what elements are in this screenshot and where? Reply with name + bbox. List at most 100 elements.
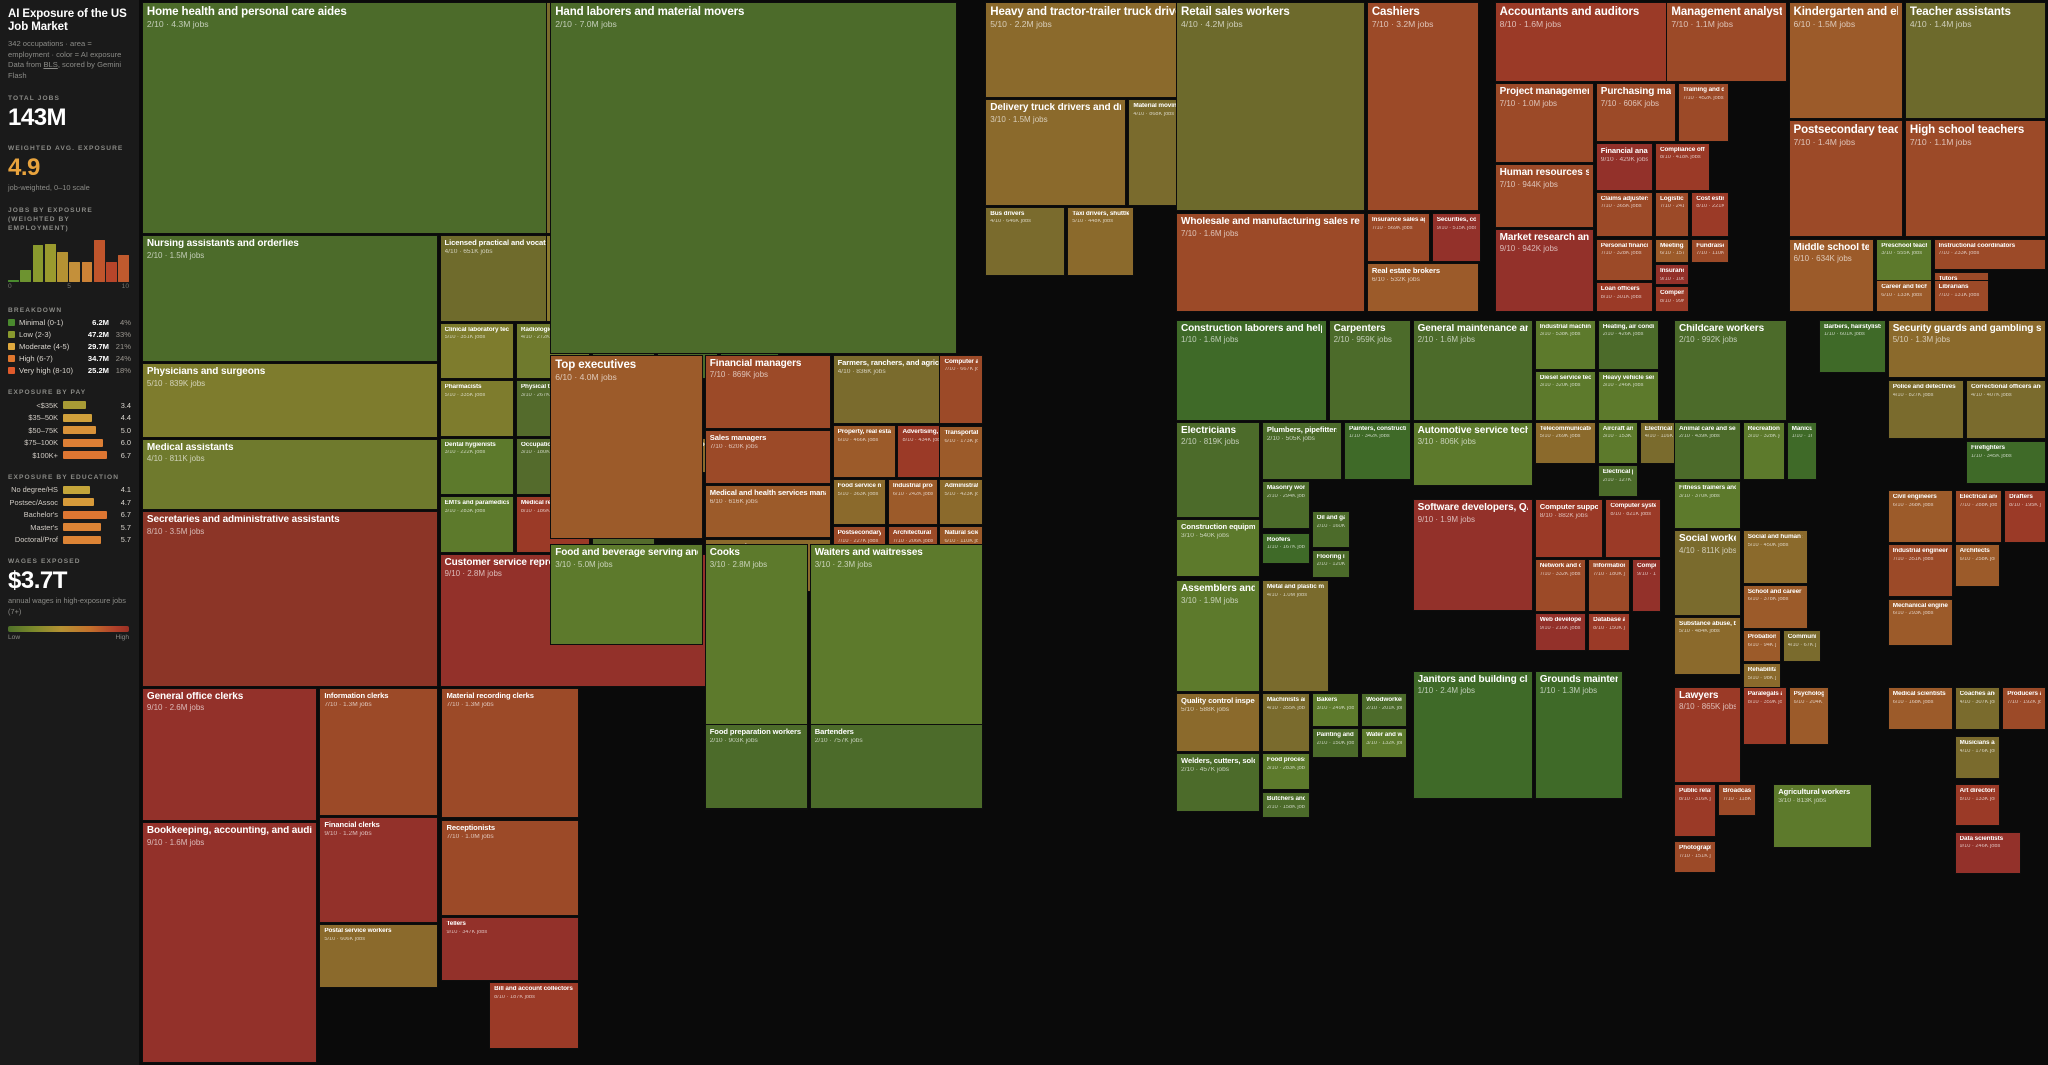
treemap-cell[interactable]: General maintenance and repair workers 2/… — [1412, 319, 1533, 421]
treemap-cell[interactable]: Correctional officers and bailiffs4/10 ·… — [1965, 380, 2047, 439]
treemap-cell[interactable]: Bakers 3/10 · 249K jobs — [1311, 693, 1360, 728]
treemap-cell[interactable]: Photographers 7/10 · 151K jobs — [1674, 841, 1716, 874]
treemap-cell[interactable]: Property, real estate managers 6/10 · 466… — [832, 424, 896, 479]
treemap-cell[interactable]: Real estate brokers 6/10 · 532K jobs — [1366, 263, 1480, 313]
treemap-cell[interactable]: Project management specialists7/10 · 1.0… — [1494, 83, 1594, 163]
treemap-cell[interactable]: Computer systems analysts 8/10 · 821K job… — [1605, 499, 1661, 559]
treemap-cell[interactable]: Receptionists 7/10 · 1.0M jobs — [441, 820, 579, 916]
treemap-cell[interactable]: Animal care and service workers 2/10 · 43… — [1674, 421, 1741, 481]
treemap-cell[interactable]: Water and wastewater treatment operators… — [1361, 728, 1407, 759]
treemap-cell[interactable]: Medical scientists 6/10 · 168K jobs — [1887, 686, 1953, 730]
treemap-cell[interactable]: Physicians and surgeons 5/10 · 839K jobs — [141, 363, 438, 438]
treemap-cell[interactable]: Coaches and scouts 4/10 · 307K jobs — [1954, 686, 2001, 730]
treemap-cell[interactable]: Training and development specialists7/10… — [1677, 83, 1730, 142]
treemap-cell[interactable]: Construction laborers and helpers 1/10 · … — [1176, 319, 1327, 421]
treemap-cell[interactable]: Insurance underwriters9/10 · 106K jobs — [1654, 264, 1690, 286]
bls-link[interactable]: BLS — [43, 60, 58, 69]
treemap-cell[interactable]: Fundraisers 7/10 · 110K jobs — [1691, 238, 1730, 264]
treemap-cell[interactable]: Postal service workers 5/10 · 606K jobs — [319, 924, 438, 989]
treemap-cell[interactable]: Agricultural workers 3/10 · 813K jobs — [1773, 783, 1873, 848]
treemap-cell[interactable]: Administrative services managers5/10 · 4… — [939, 479, 984, 526]
treemap-cell[interactable]: Security guards and gambling surveillanc… — [1887, 319, 2047, 379]
treemap-cell[interactable]: Welders, cutters, solderers and brazers2… — [1176, 752, 1260, 812]
treemap-cell[interactable]: Medical and health services managers6/10… — [704, 484, 831, 538]
treemap-cell[interactable]: Human resources specialists 7/10 · 944K j… — [1494, 164, 1594, 228]
treemap-cell[interactable]: Woodworkers 2/10 · 201K jobs — [1361, 693, 1407, 728]
treemap-cell[interactable]: Painters, construction and maintenance 1/… — [1343, 421, 1411, 481]
treemap-cell[interactable]: Logisticians 7/10 · 241K jobs — [1654, 191, 1690, 238]
treemap-cell[interactable]: Web developers and digital designers 9/10… — [1534, 613, 1587, 651]
treemap-cell[interactable]: Financial managers 7/10 · 869K jobs — [704, 354, 831, 430]
treemap-cell[interactable]: Heavy and tractor-trailer truck drivers 5… — [985, 2, 1199, 98]
treemap-cell[interactable]: Plumbers, pipefitters and steamfitters2/… — [1261, 421, 1343, 481]
treemap-cell[interactable]: Masonry workers 2/10 · 294K jobs — [1261, 481, 1310, 530]
treemap-cell[interactable]: Paralegals and legal assistants 8/10 · 35… — [1742, 686, 1787, 746]
treemap-cell[interactable]: Electrical power-line installers 2/10 · 1… — [1597, 465, 1638, 498]
treemap-cell[interactable]: Lawyers 8/10 · 865K jobs — [1674, 686, 1741, 783]
treemap-cell[interactable]: Data scientists 9/10 · 246K jobs — [1954, 831, 2022, 875]
treemap-cell[interactable]: Painting and coating workers 2/10 · 150K … — [1311, 728, 1360, 759]
treemap-cell[interactable]: Recreation workers 3/10 · 328K jobs — [1742, 421, 1785, 481]
treemap-cell[interactable]: Police and detectives 4/10 · 827K jobs — [1887, 380, 1965, 439]
treemap-cell[interactable]: Drafters 8/10 · 195K jobs — [2004, 489, 2047, 544]
treemap-cell[interactable]: Food preparation workers 2/10 · 903K jobs — [704, 724, 808, 810]
treemap-cell[interactable]: Management analysts 7/10 · 1.1M jobs — [1666, 2, 1787, 82]
treemap-cell[interactable]: Compensation and benefits analysts 8/10 ·… — [1654, 286, 1690, 313]
treemap-cell[interactable]: Social and human service assistants 5/10 … — [1742, 530, 1808, 584]
treemap-cell[interactable]: Construction equipment operators3/10 · 5… — [1176, 518, 1260, 578]
treemap-cell[interactable]: Loan officers 8/10 · 301K jobs — [1595, 282, 1654, 313]
treemap-cell[interactable]: Manicurists and pedicurists 1/10 · 160K j… — [1786, 421, 1818, 481]
treemap-cell[interactable]: Claims adjusters, appraisers 7/10 · 365K … — [1595, 191, 1654, 238]
treemap-cell[interactable]: Transportation managers 6/10 · 173K jobs — [939, 426, 984, 479]
treemap-cell[interactable]: Kindergarten and elementary school teach… — [1788, 2, 1903, 120]
treemap-cell[interactable]: Art directors 8/10 · 133K jobs — [1954, 783, 2001, 827]
treemap-cell[interactable]: Material recording clerks 7/10 · 1.3M job… — [441, 687, 579, 818]
treemap-cell[interactable]: Diesel service technicians 3/10 · 320K jo… — [1534, 370, 1596, 421]
treemap-cell[interactable]: Retail sales workers 4/10 · 4.2M jobs — [1176, 2, 1365, 211]
treemap-cell[interactable]: Instructional coordinators 7/10 · 233K jo… — [1933, 238, 2047, 271]
treemap-cell[interactable]: Computer and information systems manager… — [939, 354, 984, 424]
treemap-cell[interactable]: Carpenters 2/10 · 959K jobs — [1328, 319, 1411, 421]
treemap-cell[interactable]: Automotive service technicians and mecha… — [1412, 421, 1533, 486]
treemap-cell[interactable]: Machinists and tool and die makers 4/10 ·… — [1261, 693, 1310, 752]
treemap-cell[interactable]: Electrical and electronics engineers 7/10… — [1954, 489, 2003, 544]
treemap-cell[interactable]: EMTs and paramedics 3/10 · 283K jobs — [439, 496, 514, 553]
treemap-cell[interactable]: Computer support specialists8/10 · 882K … — [1534, 499, 1604, 559]
treemap-cell[interactable]: Metal and plastic machine workers 4/10 · … — [1261, 580, 1329, 693]
treemap-cell[interactable]: Middle school teachers 6/10 · 634K jobs — [1788, 238, 1875, 313]
treemap-cell[interactable]: Janitors and building cleaners 1/10 · 2.4… — [1412, 670, 1533, 799]
treemap-cell[interactable]: Sales managers 7/10 · 620K jobs — [704, 430, 831, 484]
treemap-cell[interactable]: Bus drivers 4/10 · 646K jobs — [985, 206, 1066, 276]
treemap-cell[interactable]: Accountants and auditors 8/10 · 1.6M jobs — [1494, 2, 1675, 82]
treemap-cell[interactable]: Community health workers 4/10 · 67K jobs — [1782, 630, 1821, 663]
treemap-cell[interactable]: School and career counselors 6/10 · 378K … — [1742, 584, 1808, 630]
treemap-cell[interactable]: Medical assistants 4/10 · 811K jobs — [141, 438, 438, 511]
treemap-cell[interactable]: Public relations specialists 8/10 · 316K … — [1674, 783, 1716, 838]
treemap-cell[interactable]: Food processing workers 3/10 · 283K jobs — [1261, 752, 1310, 791]
treemap-cell[interactable]: Bookkeeping, accounting, and auditing cl… — [141, 822, 318, 1063]
treemap-cell[interactable]: Food and beverage serving and related wo… — [550, 544, 703, 646]
treemap-cell[interactable]: Rehabilitation counselors 5/10 · 98K jobs — [1742, 663, 1781, 691]
treemap-cell[interactable]: Personal financial advisors 7/10 · 328K j… — [1595, 238, 1654, 282]
treemap-cell[interactable]: Quality control inspectors5/10 · 588K jo… — [1176, 693, 1260, 752]
treemap-cell[interactable]: Waiters and waitresses 3/10 · 2.3M jobs — [809, 544, 984, 726]
treemap-cell[interactable]: High school teachers 7/10 · 1.1M jobs — [1904, 120, 2047, 238]
treemap-cell[interactable]: Telecommunications equipment installers 5… — [1534, 421, 1596, 465]
treemap-cell[interactable]: Database administrators 8/10 · 150K jobs — [1588, 613, 1631, 651]
treemap-cell[interactable]: Civil engineers 6/10 · 368K jobs — [1887, 489, 1953, 544]
treemap-cell[interactable]: Compliance officers 8/10 · 418K jobs — [1654, 142, 1711, 191]
treemap-cell[interactable]: Heating, air conditioning, refrigeration… — [1597, 319, 1659, 370]
treemap-cell[interactable]: Clinical laboratory technologists 5/10 · … — [439, 322, 514, 380]
treemap-cell[interactable]: Taxi drivers, shuttle drivers, chauffeur… — [1067, 206, 1135, 276]
treemap-cell[interactable]: Wholesale and manufacturing sales reps 7/… — [1176, 213, 1365, 313]
treemap-cell[interactable]: Substance abuse, behavioral disorder cou… — [1674, 616, 1741, 676]
treemap-cell[interactable]: Career and technical education teachers6… — [1876, 280, 1932, 313]
treemap-cell[interactable]: Food service managers5/10 · 363K jobs — [832, 479, 887, 526]
treemap-cell[interactable]: Top executives 6/10 · 4.0M jobs — [550, 354, 703, 539]
treemap-cell[interactable]: Dental hygienists 3/10 · 222K jobs — [439, 437, 514, 496]
